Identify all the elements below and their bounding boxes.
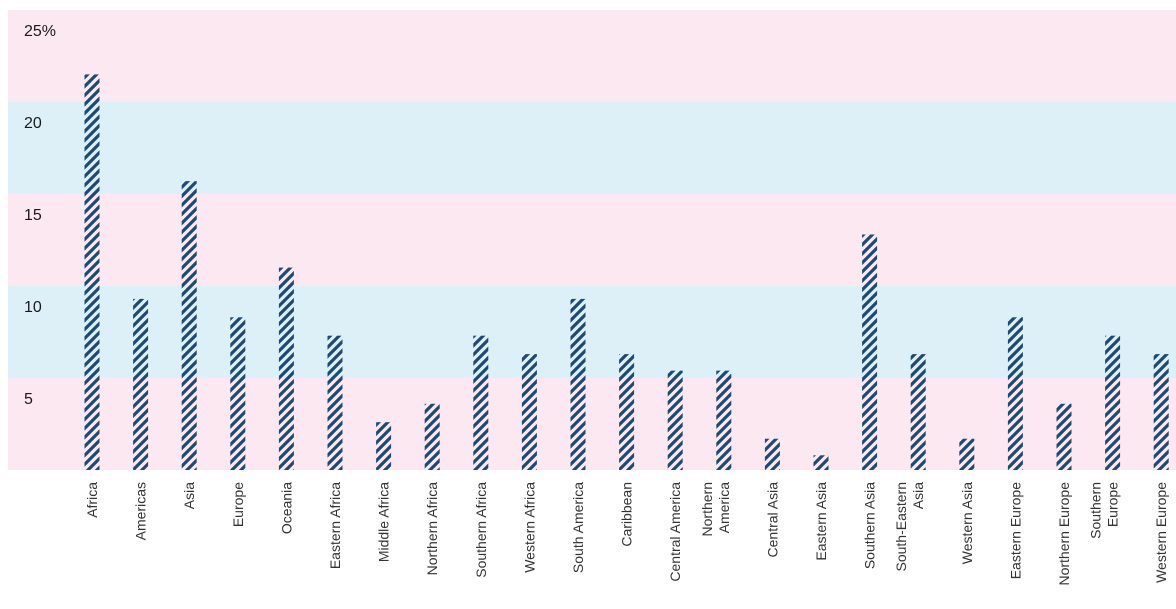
x-tick-label-eastern-europe: Eastern Europe (1007, 482, 1023, 579)
x-tick-label-western-asia: Western Asia (959, 482, 975, 564)
bar-northern-europe (1056, 403, 1072, 470)
x-tick-label-central-asia: Central Asia (764, 482, 780, 558)
bar-western-africa (521, 354, 537, 470)
x-tick-label-south-america: South America (570, 482, 586, 573)
bar-northern-america (716, 370, 732, 470)
bar-southern-africa (473, 335, 489, 470)
bar-south-eastern-asia (910, 354, 926, 470)
y-tick-label: 20 (24, 115, 42, 132)
background-band (8, 102, 1176, 194)
bar-americas (133, 298, 149, 470)
x-tick-label-oceania: Oceania (278, 482, 294, 534)
x-tick-label-southern-asia: Southern Asia (862, 482, 878, 569)
bar-eastern-africa (327, 335, 343, 470)
y-axis-ticks: 5 10 15 20 25% (24, 23, 56, 408)
bar-oceania (278, 267, 294, 470)
background-band (8, 10, 1176, 102)
bar-central-asia (764, 438, 780, 470)
bar-africa (84, 74, 100, 471)
background-band (8, 378, 1176, 470)
x-tick-label-eastern-africa: Eastern Africa (327, 482, 343, 569)
background-band (8, 194, 1176, 286)
bar-eastern-europe (1007, 317, 1023, 470)
bar-central-america (667, 370, 683, 470)
bar-western-europe (1153, 354, 1169, 470)
x-tick-label-western-europe: Western Europe (1153, 482, 1169, 583)
x-tick-label-south-eastern-asia: South-Eastern (893, 482, 909, 572)
x-tick-label-americas: Americas (133, 482, 149, 540)
y-tick-label: 5 (24, 391, 33, 408)
bar-eastern-asia (813, 455, 829, 470)
bar-south-america (570, 298, 586, 470)
x-axis-labels: Africa Americas Asia Europe Oceania Eastern A… (84, 482, 1169, 586)
x-tick-label-northern-europe: Northern Europe (1056, 482, 1072, 586)
x-tick-label-caribbean: Caribbean (619, 482, 635, 547)
x-tick-label-asia: Asia (181, 482, 197, 509)
bar-middle-africa (376, 422, 392, 470)
y-tick-label: 10 (24, 299, 42, 316)
bars (84, 74, 1169, 471)
bar-southern-europe (1105, 335, 1121, 470)
bar-asia (181, 181, 197, 470)
background-bands (8, 10, 1176, 470)
bar-europe (230, 317, 246, 470)
x-tick-label-south-eastern-asia: Asia (910, 482, 926, 509)
bar-western-asia (959, 438, 975, 470)
x-tick-label-middle-africa: Middle Africa (376, 482, 392, 562)
x-tick-label-northern-africa: Northern Africa (424, 482, 440, 576)
x-tick-label-western-africa: Western Africa (521, 482, 537, 573)
x-tick-label-southern-africa: Southern Africa (473, 482, 489, 578)
x-tick-label-africa: Africa (84, 482, 100, 518)
x-tick-label-southern-europe: Europe (1105, 482, 1121, 527)
x-tick-label-southern-europe: Southern (1088, 482, 1104, 539)
y-tick-label: 15 (24, 207, 42, 224)
x-tick-label-northern-america: Northern (699, 482, 715, 536)
bar-caribbean (619, 354, 635, 470)
y-tick-label: 25% (24, 23, 56, 40)
x-tick-label-eastern-asia: Eastern Asia (813, 482, 829, 561)
x-tick-label-northern-america: America (716, 482, 732, 534)
background-band (8, 286, 1176, 378)
x-tick-label-europe: Europe (230, 482, 246, 527)
bar-northern-africa (424, 403, 440, 470)
x-tick-label-central-america: Central America (667, 482, 683, 582)
bar-southern-asia (862, 234, 878, 470)
